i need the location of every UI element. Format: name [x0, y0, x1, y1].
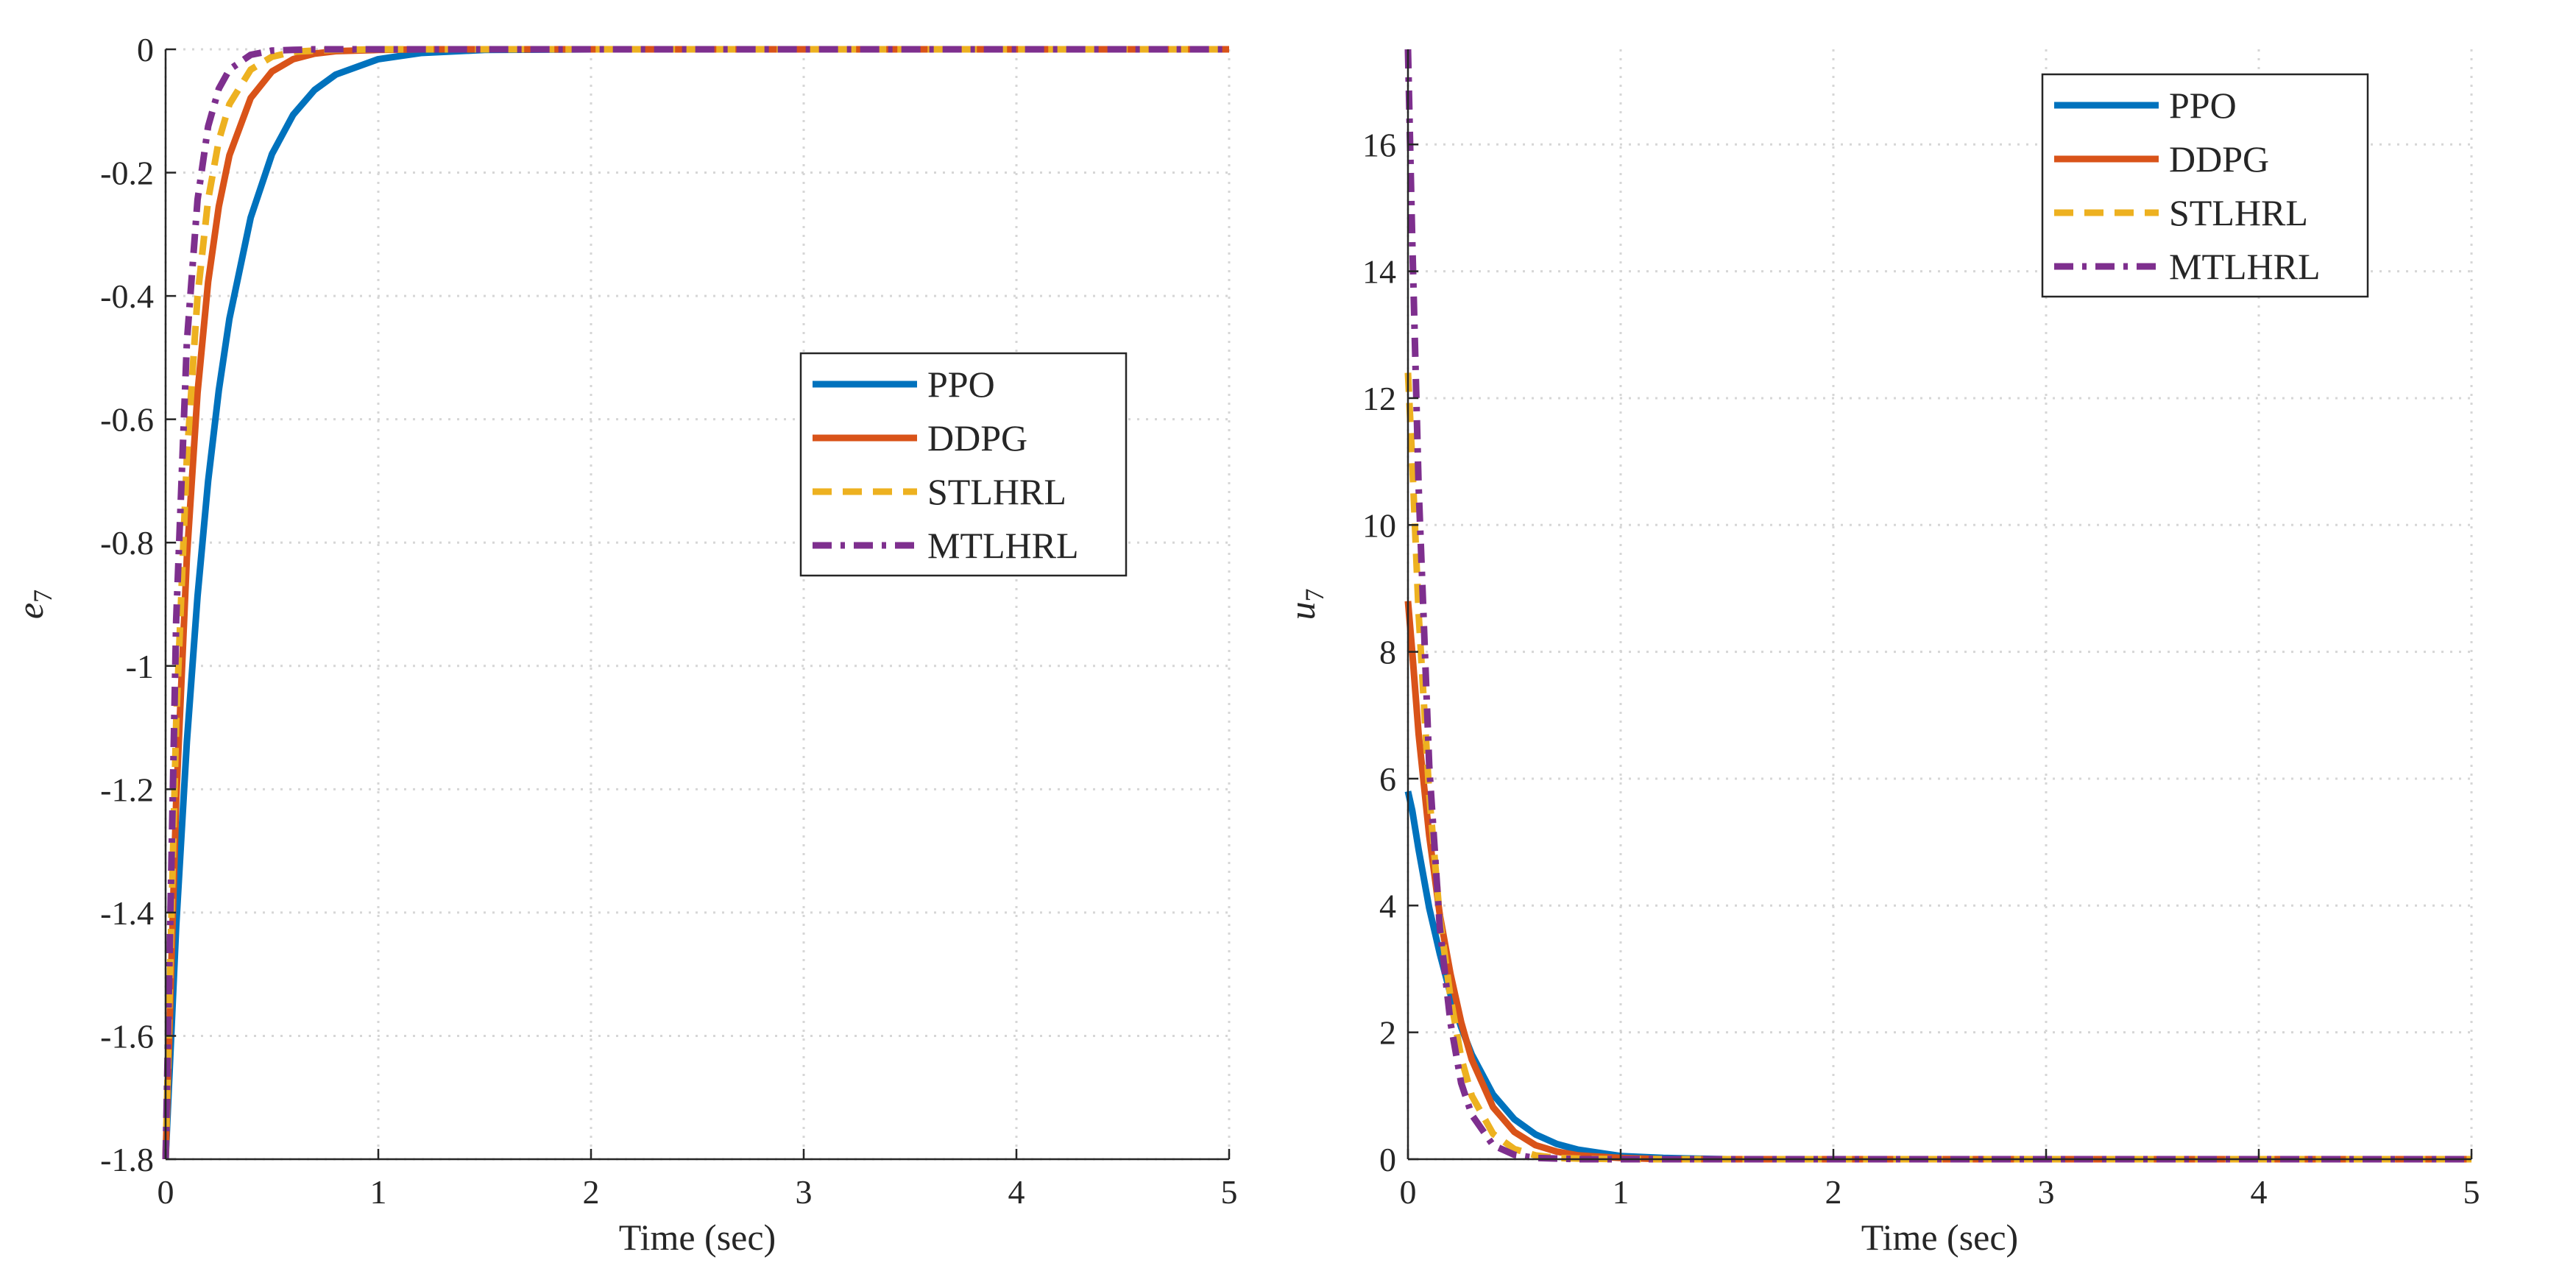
chart-1-x-tick-label: 2 [583, 1173, 600, 1211]
chart-2-x-tick-label: 0 [1400, 1173, 1417, 1211]
chart-2-y-axis-label: u7 [1281, 589, 1329, 620]
chart-2-x-axis-label: Time (sec) [1861, 1217, 2018, 1258]
chart-1-y-tick-label: -1.2 [100, 771, 154, 808]
chart-2-y-tick-label: 8 [1379, 634, 1396, 671]
chart-2-legend: PPO DDPG STLHRL MTLHRL [2041, 73, 2369, 298]
chart-1-y-tick-label: -1.8 [100, 1141, 154, 1178]
chart-1-y-tick-label: -1.6 [100, 1017, 154, 1055]
chart-1-y-axis-label-base: e [10, 603, 51, 619]
chart-1-x-tick-label: 5 [1221, 1173, 1238, 1211]
chart-1-legend-box [799, 352, 1128, 577]
chart-1-x-tick-label: 3 [796, 1173, 813, 1211]
chart-2-legend-label-ppo: PPO [2169, 85, 2237, 126]
chart-2-y-tick-label: 0 [1379, 1141, 1396, 1178]
chart-2-y-tick-label: 2 [1379, 1014, 1396, 1052]
chart-2-y-tick-label: 4 [1379, 887, 1396, 924]
chart-1-y-tick-label: 0 [137, 31, 154, 68]
chart-2-y-tick-label: 16 [1362, 126, 1396, 163]
chart-2-y-tick-label: 14 [1362, 253, 1396, 291]
chart-2-y-axis-label-base: u [1281, 602, 1323, 620]
chart-1-legend-label-ddpg: DDPG [927, 417, 1027, 459]
chart-1-y-axis-label-subscript: 7 [28, 590, 57, 603]
chart-2-x-tick-label: 4 [2251, 1173, 2268, 1211]
chart-1-legend-label-ppo: PPO [927, 364, 995, 405]
chart-1-x-tick-label: 0 [158, 1173, 174, 1211]
chart-1-y-axis-label: e7 [10, 590, 57, 619]
chart-2-legend-box [2041, 73, 2369, 298]
chart-1-series-ddpg [162, 46, 1229, 1160]
chart-1-y-tick-label: -0.4 [100, 277, 154, 315]
chart-2-legend-label-stlhrl: STLHRL [2169, 192, 2308, 233]
chart-2-x-tick-label: 5 [2463, 1173, 2480, 1211]
chart-1-series-stlhrl [162, 46, 1229, 1160]
chart-2-legend-label-mtlhrl: MTLHRL [2169, 246, 2321, 287]
chart-1-y-tick-label: -0.2 [100, 155, 154, 192]
chart-1-legend-label-mtlhrl: MTLHRL [927, 525, 1079, 566]
chart-1-x-tick-label: 1 [370, 1173, 387, 1211]
chart-1-y-tick-label: -0.6 [100, 401, 154, 439]
chart-1-legend: PPO DDPG STLHRL MTLHRL [799, 352, 1128, 577]
chart-1-y-tick-label: -0.8 [100, 524, 154, 562]
chart-1: 0 1 2 3 4 5 0 -0.2 -0.4 -0.6 -0.8 -1 -1.2 -1.4 -1.6 -1.… [10, 31, 1238, 1258]
chart-2-y-axis-label-subscript: 7 [1300, 589, 1329, 602]
chart-1-y-tick-label: -1.4 [100, 894, 154, 932]
chart-1-plot-area [166, 49, 1229, 1159]
chart-2-x-tick-label: 1 [1613, 1173, 1630, 1211]
chart-2-y-tick-label: 12 [1362, 380, 1396, 417]
chart-2-y-tick-label: 10 [1362, 506, 1396, 544]
chart-1-legend-label-stlhrl: STLHRL [927, 471, 1066, 512]
chart-1-x-tick-label: 4 [1008, 1173, 1025, 1211]
chart-1-x-axis-label: Time (sec) [619, 1217, 776, 1258]
chart-2-x-tick-label: 2 [1825, 1173, 1842, 1211]
chart-2-y-tick-label: 6 [1379, 760, 1396, 798]
chart-2-x-tick-label: 3 [2038, 1173, 2055, 1211]
chart-2-legend-label-ddpg: DDPG [2169, 138, 2269, 180]
chart-1-y-tick-label: -1 [126, 648, 154, 685]
